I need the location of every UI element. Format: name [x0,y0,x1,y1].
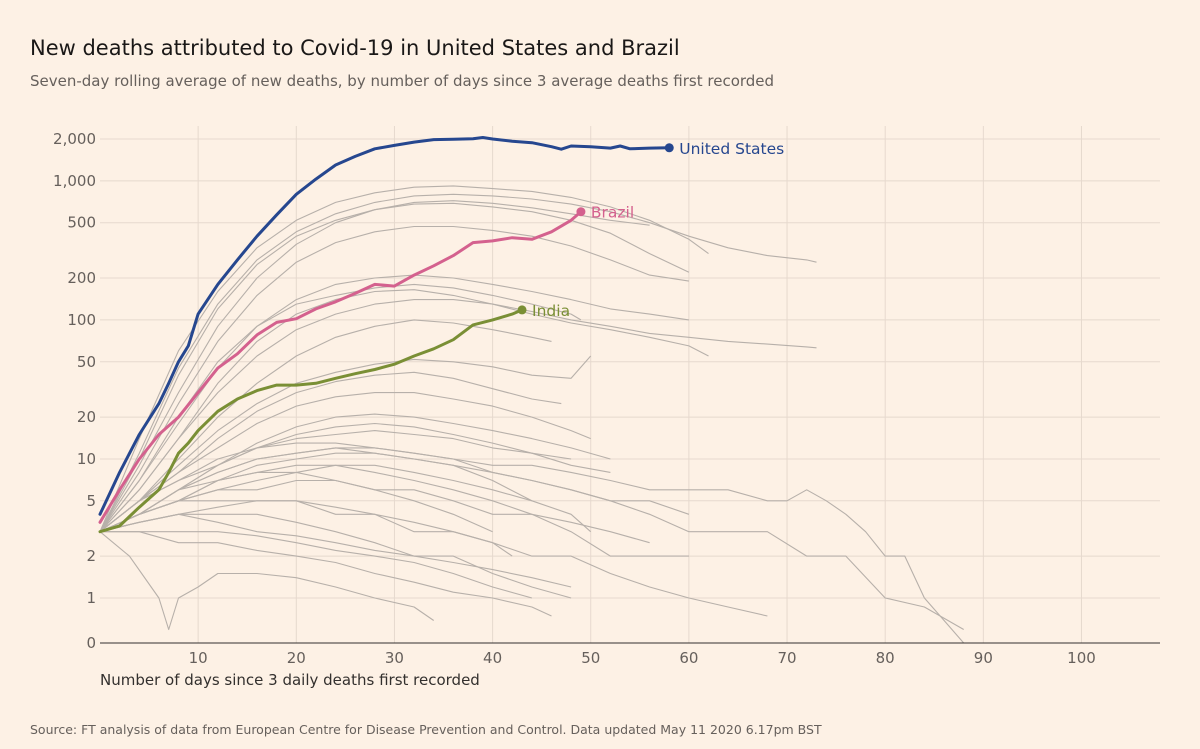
page-title: New deaths attributed to Covid-19 in Uni… [30,36,680,60]
grid-layer [100,126,1160,643]
context-series-line-28 [99,442,690,533]
series-label-brazil: Brazil [591,204,634,222]
series-end-marker-united-states [664,143,674,153]
y-tick-label-0: 0 [86,634,96,652]
context-series-line-3 [99,202,690,532]
x-tick-label-5: 60 [679,649,698,667]
context-series-line-18 [99,500,768,617]
context-series-line-22 [99,531,435,631]
context-series-line-12 [99,392,591,533]
x-tick-label-6: 70 [777,649,796,667]
y-tick-label-7: 100 [67,311,96,329]
context-series-line-25 [99,413,611,533]
y-tick-label-3: 5 [86,492,96,510]
context-series-line-10 [99,355,592,533]
context-series-line-21 [100,531,552,617]
context-series-line-0 [99,185,709,532]
x-tick-label-3: 40 [483,649,502,667]
series-label-united-states: United States [679,140,784,158]
y-tick-label-8: 200 [67,269,96,287]
context-series-line-30 [99,464,650,544]
x-tick-label-0: 10 [189,649,208,667]
context-series-line-23 [99,447,533,533]
context-series-line-26 [99,500,513,557]
series-line-united-states [98,136,671,516]
x-tick-label-9: 100 [1067,649,1096,667]
context-series-line-6 [99,299,817,533]
axis-layer: 0 1 2 5 10 20 50 100 200 500 1,000 2,000 10 20 30 40 50 6… [53,130,1160,667]
source-note: Source: FT analysis of data from Europea… [30,722,822,737]
highlighted-series-layer: United States Brazil India [98,136,784,534]
x-tick-label-8: 90 [974,649,993,667]
context-series-line-15 [99,452,964,630]
context-series-line-29 [99,471,493,533]
x-tick-label-2: 30 [385,649,404,667]
context-series-line-16 [99,464,592,533]
y-tick-label-4: 10 [77,450,96,468]
context-series-line-1 [99,193,817,532]
context-series-layer [99,185,984,644]
context-series-line-5 [99,274,689,533]
x-tick-label-7: 80 [876,649,895,667]
x-tick-label-1: 20 [287,649,306,667]
context-series-line-20 [100,531,533,599]
series-end-marker-brazil [576,207,586,217]
y-tick-label-2: 2 [86,547,96,565]
series-end-marker-india [517,305,527,315]
y-tick-label-6: 50 [77,353,96,371]
context-series-line-7 [99,289,709,533]
y-tick-label-5: 20 [77,408,96,426]
y-tick-label-1: 1 [86,589,96,607]
x-axis-title: Number of days since 3 daily deaths firs… [100,671,480,689]
series-line-brazil [98,210,583,524]
series-line-india [98,308,524,534]
context-series-line-17 [99,479,689,557]
context-series-line-24 [99,430,572,533]
y-tick-label-11: 2,000 [53,130,96,148]
context-series-line-9 [99,319,552,533]
context-series-line-2 [99,200,650,532]
context-series-line-27 [99,513,572,588]
y-tick-label-10: 1,000 [53,172,96,190]
y-tick-label-9: 500 [67,214,96,232]
page-subtitle: Seven-day rolling average of new deaths,… [30,72,775,90]
x-tick-label-4: 50 [581,649,600,667]
series-label-india: India [532,302,570,320]
context-series-line-4 [99,225,689,533]
